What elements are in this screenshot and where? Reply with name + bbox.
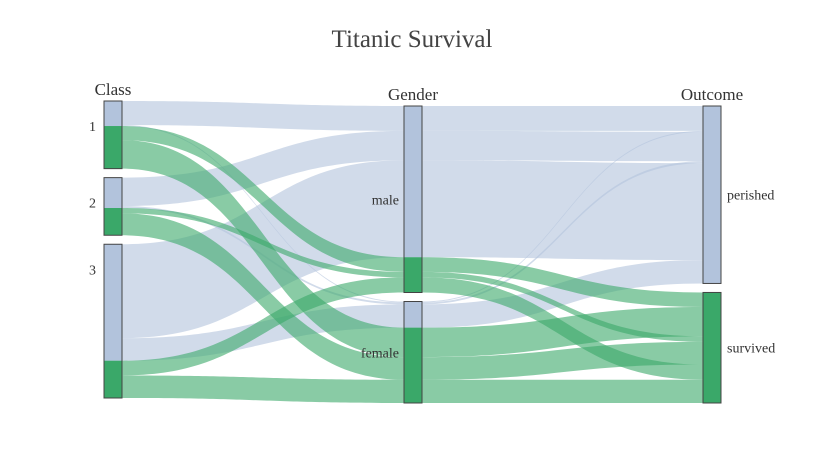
node-outcome-survived-survived-block [703,292,721,403]
node-gender-male[interactable] [403,105,423,294]
node-outcome-perished-perished-block [703,106,721,284]
ribbon-3-male-survived[interactable] [104,277,721,380]
category-label-outcome-survived: survived [727,342,775,357]
chart-title: Titanic Survival [332,26,493,53]
node-class-3-survived-block [104,360,122,398]
node-gender-female-perished-block [404,301,422,328]
node-gender-male-survived-block [404,257,422,293]
category-label-outcome-perished: perished [727,189,774,204]
node-class-3[interactable] [103,243,123,399]
ribbon-2-male-perished[interactable] [104,130,721,207]
node-class-1[interactable] [103,100,123,170]
node-class-1-survived-block [104,126,122,169]
category-label-gender-male: male [372,193,399,208]
nodes-layer [103,100,722,404]
category-label-class-1: 1 [89,120,96,135]
category-label-class-2: 2 [89,197,96,212]
node-gender-female[interactable] [403,301,423,404]
node-gender-male-perished-block [404,106,422,258]
node-outcome-perished[interactable] [702,105,722,284]
node-gender-female-survived-block [404,327,422,403]
node-class-2[interactable] [103,177,123,236]
dimension-label-outcome[interactable]: Outcome [681,85,743,104]
dimension-label-gender[interactable]: Gender [388,85,438,104]
labels-layer: 1 2 3 Class male female Gender perished survived… [89,80,775,361]
node-outcome-survived[interactable] [702,291,722,404]
category-label-gender-female: female [361,346,399,361]
node-class-1-perished-block [104,101,122,127]
dimension-label-class[interactable]: Class [95,80,132,99]
node-class-2-perished-block [104,177,122,209]
node-class-3-perished-block [104,244,122,361]
node-class-2-survived-block [104,208,122,236]
category-label-class-3: 3 [89,263,96,278]
